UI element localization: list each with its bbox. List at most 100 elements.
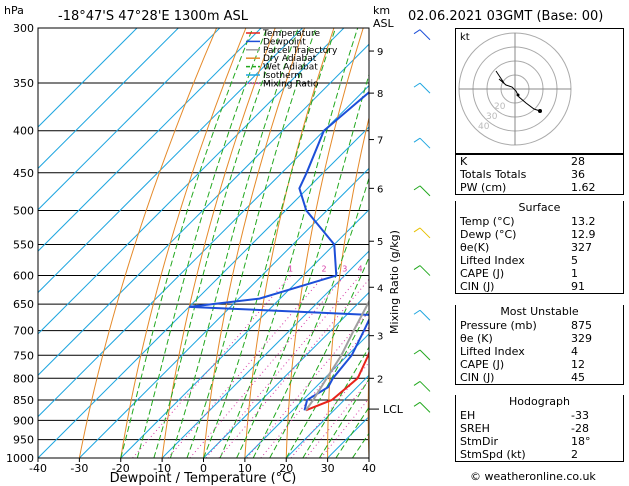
dry-adiabat-line xyxy=(161,28,276,458)
row-label: SREH xyxy=(460,422,490,435)
surface-table: Surface Temp (°C) 13.2 Dewp (°C) 12.9 θe(K) 32… xyxy=(455,201,624,294)
wind-barb xyxy=(419,185,431,197)
table-row: CIN (J) 45 xyxy=(456,371,623,384)
km-tick-label: 9 xyxy=(377,47,383,58)
mixing-ratio-label: 3 xyxy=(342,265,347,274)
x-tick-label: 10 xyxy=(238,462,252,475)
wet-adiabat-line xyxy=(236,72,369,458)
mixing-ratio-line xyxy=(132,275,291,458)
table-title: Hodograph xyxy=(509,395,570,408)
wind-barb xyxy=(413,401,421,407)
km-tick-label: 6 xyxy=(377,184,383,195)
row-value: 1 xyxy=(571,267,578,280)
series-parcel-trajectory xyxy=(304,299,369,411)
row-value: 28 xyxy=(571,155,585,168)
isotherm-line xyxy=(161,250,369,458)
row-value: 18° xyxy=(571,435,591,448)
table-row: θe(K) 327 xyxy=(456,241,623,254)
hodograph-ring-label: 20 xyxy=(494,102,506,112)
legend-label: Mixing Ratio xyxy=(263,79,319,89)
hodograph-ring-label: 30 xyxy=(486,112,498,122)
wet-adiabat-line xyxy=(136,28,268,458)
row-value: 13.2 xyxy=(571,215,596,228)
datetime-title: 02.06.2021 03GMT (Base: 00) xyxy=(408,9,603,24)
x-axis-label: Dewpoint / Temperature (°C) xyxy=(110,471,297,486)
table-row: StmDir 18° xyxy=(456,435,623,448)
row-label: Totals Totals xyxy=(460,168,527,181)
pressure-tick-label: 750 xyxy=(13,349,34,362)
legend-label: Parcel Trajectory xyxy=(263,46,338,56)
isotherm-line xyxy=(38,28,179,170)
location-title: -18°47'S 47°28'E 1300m ASL xyxy=(58,9,249,24)
wind-barb xyxy=(419,82,431,94)
legend-label: Dry Adiabat xyxy=(263,54,317,64)
pressure-tick-label: 450 xyxy=(13,167,34,180)
dry-adiabat-line xyxy=(78,28,218,458)
wet-adiabat-line xyxy=(269,256,369,458)
row-label: Temp (°C) xyxy=(460,215,515,228)
row-value: 5 xyxy=(571,254,578,267)
dry-adiabat-line xyxy=(327,115,369,458)
x-tick-label: -20 xyxy=(112,462,130,475)
x-tick-label: 40 xyxy=(362,462,376,475)
x-tick-label: 30 xyxy=(321,462,335,475)
series-temperature xyxy=(305,349,369,412)
row-label: EH xyxy=(460,409,476,422)
wind-barb xyxy=(413,349,421,355)
table-row: Pressure (mb) 875 xyxy=(456,319,623,332)
table-row: EH -33 xyxy=(456,409,623,422)
table-row: StmSpd (kt) 2 xyxy=(456,448,623,461)
km-tick-label: 5 xyxy=(377,237,383,248)
table-row: Totals Totals 36 xyxy=(456,168,623,181)
pressure-tick-label: 300 xyxy=(13,22,34,35)
wet-adiabat-line xyxy=(203,28,337,458)
pressure-tick-label: 350 xyxy=(13,77,34,90)
km-label: km xyxy=(373,4,390,17)
mixing-ratio-label: 1 xyxy=(288,265,293,274)
table-row: Dewp (°C) 12.9 xyxy=(456,228,623,241)
table-row: K 28 xyxy=(456,155,623,168)
km-tick-label: 8 xyxy=(377,89,383,100)
table-row: SREH -28 xyxy=(456,422,623,435)
row-value: 2 xyxy=(571,448,578,461)
legend-label: Isotherm xyxy=(263,71,303,81)
table-title: Surface xyxy=(518,201,561,214)
km-tick-label: 7 xyxy=(377,136,383,147)
wind-barb xyxy=(413,227,421,233)
axis-ticks: 3003504004505005506006507007508008509009… xyxy=(6,22,383,475)
table-row: CAPE (J) 12 xyxy=(456,358,623,371)
series-lines xyxy=(189,90,369,412)
wind-barb xyxy=(419,401,431,413)
wind-barb xyxy=(413,265,421,270)
x-tick-label: 20 xyxy=(279,462,293,475)
wet-adiabat-line xyxy=(169,28,299,458)
legend-label: Dewpoint xyxy=(263,37,306,47)
row-label: CAPE (J) xyxy=(460,267,505,280)
background-lines: 12345810162025 xyxy=(38,28,375,458)
row-value: 12.9 xyxy=(571,228,596,241)
hodograph-ring-label: 40 xyxy=(478,122,490,132)
wet-adiabat-line xyxy=(252,176,369,458)
hodograph-point xyxy=(516,93,520,97)
wind-barb xyxy=(413,29,421,35)
table-row: Temp (°C) 13.2 xyxy=(456,215,623,228)
wind-barb xyxy=(419,381,431,392)
hodograph-trace xyxy=(495,70,541,112)
x-tick-label: -10 xyxy=(153,462,171,475)
isotherm-line xyxy=(38,126,369,458)
hodograph-svg: kt 40 30 20 xyxy=(458,32,572,146)
mixing-ratio-label: 5 xyxy=(370,265,375,274)
row-value: 875 xyxy=(571,319,592,332)
row-label: PW (cm) xyxy=(460,181,507,194)
wind-barb xyxy=(419,137,431,149)
series-dewpoint xyxy=(189,90,369,411)
wind-barb xyxy=(419,309,431,321)
footer-credit: © weatheronline.co.uk xyxy=(470,470,596,483)
wind-barb xyxy=(413,137,421,143)
dry-adiabat-line xyxy=(244,28,335,458)
pressure-tick-label: 500 xyxy=(13,204,34,217)
table-title: Most Unstable xyxy=(500,305,579,318)
pressure-tick-label: 950 xyxy=(13,434,34,447)
